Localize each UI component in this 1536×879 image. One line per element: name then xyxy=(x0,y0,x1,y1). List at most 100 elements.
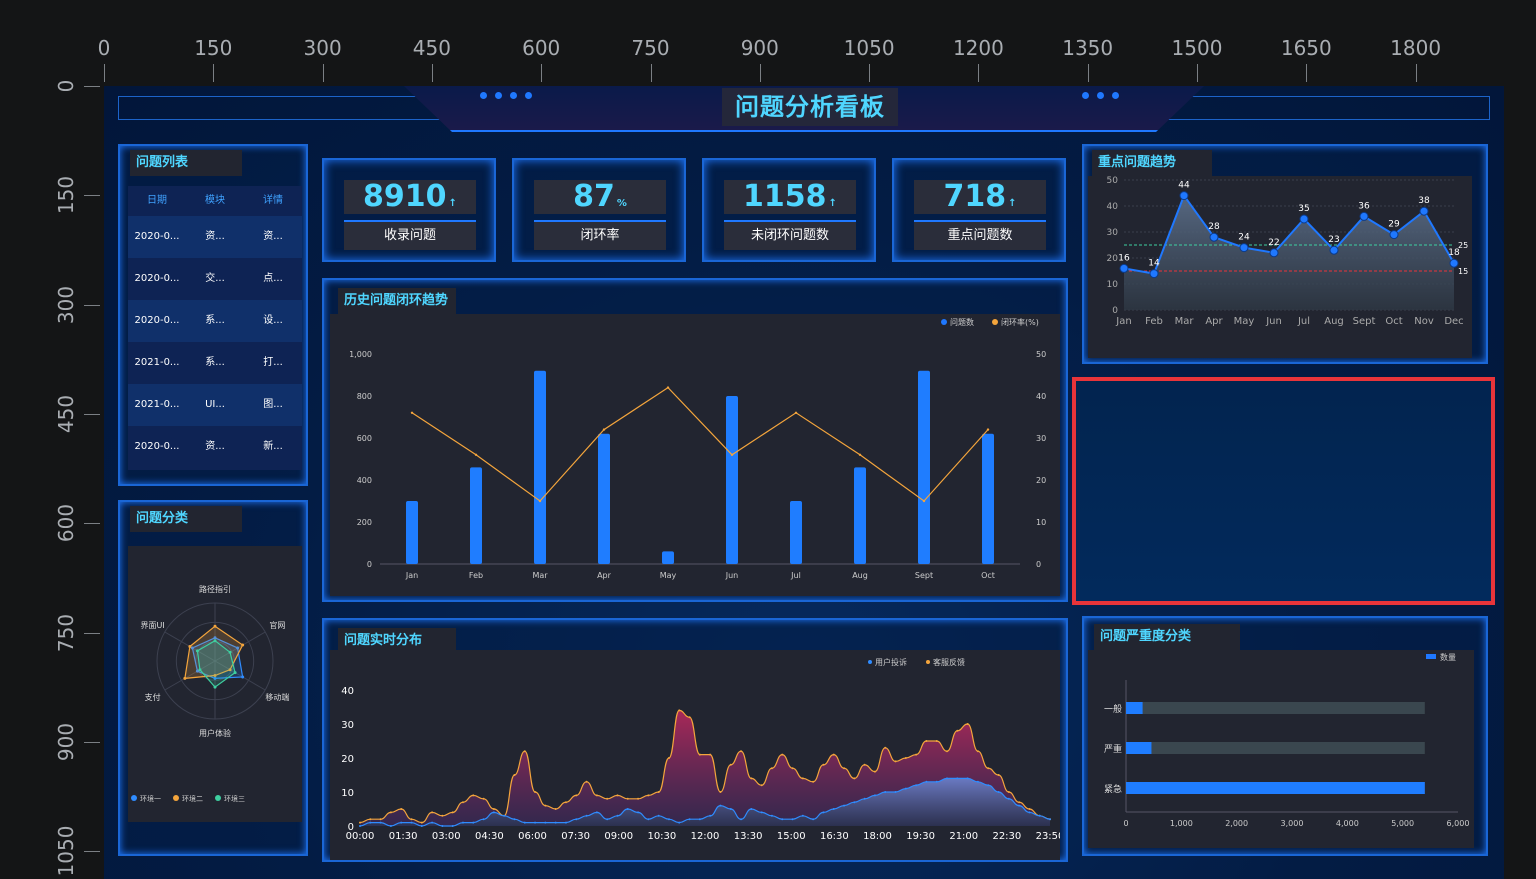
feedback-point[interactable] xyxy=(1028,808,1031,810)
column-header-detail[interactable]: 详情 xyxy=(263,195,283,206)
feedback-point[interactable] xyxy=(420,821,423,824)
feedback-point[interactable] xyxy=(801,777,804,780)
feedback-point[interactable] xyxy=(472,794,475,797)
table-row[interactable]: 2021-0... UI... 图... xyxy=(128,384,302,426)
feedback-point[interactable] xyxy=(740,750,743,753)
complaint-point[interactable] xyxy=(1038,814,1041,817)
column-header-module[interactable]: 模块 xyxy=(205,195,225,206)
feedback-point[interactable] xyxy=(987,767,990,770)
bar[interactable] xyxy=(598,433,610,564)
trend-point[interactable] xyxy=(1419,206,1429,216)
feedback-point[interactable] xyxy=(719,791,722,793)
feedback-point[interactable] xyxy=(482,797,485,800)
radar-point[interactable] xyxy=(213,674,217,677)
radar-point[interactable] xyxy=(188,645,192,648)
feedback-point[interactable] xyxy=(431,811,434,814)
complaint-point[interactable] xyxy=(678,821,681,824)
stat-card-closed-rate[interactable]: 87% 闭环率 xyxy=(512,158,686,262)
feedback-point[interactable] xyxy=(904,757,907,759)
stat-card-collected[interactable]: 8910 ↑ 收录问题 xyxy=(322,158,496,262)
feedback-point[interactable] xyxy=(873,770,876,773)
complaint-point[interactable] xyxy=(719,804,722,807)
feedback-point[interactable] xyxy=(760,784,763,787)
complaint-point[interactable] xyxy=(472,821,475,824)
feedback-point[interactable] xyxy=(966,723,969,725)
severity-bar[interactable] xyxy=(1126,742,1152,754)
complaint-point[interactable] xyxy=(431,821,434,824)
complaint-point[interactable] xyxy=(585,814,588,817)
complaint-point[interactable] xyxy=(410,821,413,824)
complaint-point[interactable] xyxy=(1049,818,1051,821)
trend-point[interactable] xyxy=(1209,232,1219,242)
complaint-point[interactable] xyxy=(544,821,547,824)
rate-point[interactable] xyxy=(474,453,478,456)
complaint-point[interactable] xyxy=(1028,811,1031,814)
complaint-point[interactable] xyxy=(637,811,640,814)
feedback-point[interactable] xyxy=(997,774,1000,776)
radar-point[interactable] xyxy=(233,671,237,675)
selected-component[interactable] xyxy=(1072,377,1495,605)
complaint-point[interactable] xyxy=(1007,797,1010,800)
complaint-point[interactable] xyxy=(976,780,979,783)
radar-point[interactable] xyxy=(213,676,217,680)
radar-point[interactable] xyxy=(241,643,245,647)
complaint-point[interactable] xyxy=(379,821,382,824)
complaint-point[interactable] xyxy=(956,777,959,780)
bar[interactable] xyxy=(406,501,418,564)
feedback-point[interactable] xyxy=(925,740,928,742)
feedback-point[interactable] xyxy=(461,801,464,804)
bar[interactable] xyxy=(534,370,546,564)
feedback-point[interactable] xyxy=(595,794,598,797)
complaint-point[interactable] xyxy=(626,808,629,810)
complaint-point[interactable] xyxy=(369,821,372,824)
complaint-point[interactable] xyxy=(698,818,701,821)
realtime-chart[interactable]: 用户投诉 客服反馈 0 10 20 30 40 00:00 01:30 03:00 04:30 06:… xyxy=(330,650,1064,860)
radar-point[interactable] xyxy=(213,624,217,628)
feedback-point[interactable] xyxy=(626,797,629,800)
feedback-point[interactable] xyxy=(513,774,516,776)
feedback-point[interactable] xyxy=(389,811,392,814)
table-row[interactable]: 2020-0... 交... 点... xyxy=(128,258,302,300)
complaint-point[interactable] xyxy=(513,818,516,821)
complaint-point[interactable] xyxy=(729,808,732,810)
complaint-point[interactable] xyxy=(801,814,804,817)
radar-point[interactable] xyxy=(195,669,199,673)
complaint-point[interactable] xyxy=(822,811,825,814)
feedback-point[interactable] xyxy=(709,753,712,756)
feedback-point[interactable] xyxy=(843,767,846,770)
feedback-point[interactable] xyxy=(791,767,794,770)
feedback-point[interactable] xyxy=(678,709,681,712)
radar-point[interactable] xyxy=(241,675,245,679)
complaint-point[interactable] xyxy=(667,818,670,821)
feedback-point[interactable] xyxy=(946,750,949,753)
stat-card-open[interactable]: 1158 ↑ 未闭环问题数 xyxy=(702,158,876,262)
feedback-point[interactable] xyxy=(976,750,979,753)
feedback-point[interactable] xyxy=(832,753,835,756)
radar-point[interactable] xyxy=(213,639,217,643)
feedback-point[interactable] xyxy=(441,814,444,817)
complaint-point[interactable] xyxy=(359,825,361,827)
feedback-point[interactable] xyxy=(400,808,403,810)
rate-point[interactable] xyxy=(858,453,862,456)
feedback-point[interactable] xyxy=(884,746,887,749)
radar-point[interactable] xyxy=(228,668,232,672)
feedback-point[interactable] xyxy=(451,811,454,814)
feedback-point[interactable] xyxy=(554,808,557,810)
complaint-point[interactable] xyxy=(750,808,753,810)
feedback-point[interactable] xyxy=(606,797,609,800)
trend-point[interactable] xyxy=(1329,245,1339,255)
key-trend-chart[interactable]: 0 10 20 30 40 50 25 15 16 Jan 14 Feb 44 Mar 28 Apr 24 May… xyxy=(1088,176,1472,358)
complaint-point[interactable] xyxy=(781,818,784,821)
column-header-date[interactable]: 日期 xyxy=(147,195,167,206)
feedback-point[interactable] xyxy=(637,797,640,800)
feedback-point[interactable] xyxy=(359,821,361,824)
complaint-point[interactable] xyxy=(935,780,938,783)
complaint-point[interactable] xyxy=(894,791,897,793)
radar-point[interactable] xyxy=(195,649,199,653)
feedback-point[interactable] xyxy=(667,757,670,759)
radar-point[interactable] xyxy=(213,636,217,640)
complaint-point[interactable] xyxy=(904,787,907,790)
bar[interactable] xyxy=(726,396,738,564)
complaint-point[interactable] xyxy=(853,801,856,804)
complaint-point[interactable] xyxy=(812,818,815,821)
